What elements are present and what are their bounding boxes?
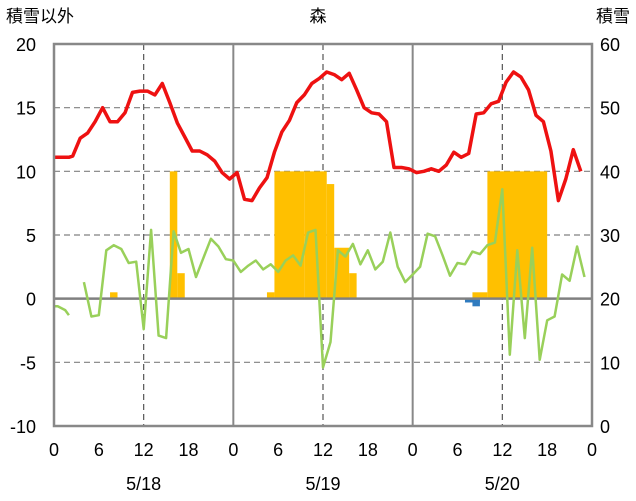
x-tick: 6 bbox=[94, 440, 104, 460]
x-tick: 0 bbox=[49, 440, 59, 460]
date-label: 5/20 bbox=[485, 474, 520, 494]
x-tick: 0 bbox=[408, 440, 418, 460]
series-green-line bbox=[54, 305, 70, 316]
x-tick: 18 bbox=[537, 440, 557, 460]
date-label: 5/19 bbox=[305, 474, 340, 494]
bar-orange bbox=[487, 171, 548, 299]
x-tick: 6 bbox=[273, 440, 283, 460]
right-y-tick: 50 bbox=[600, 99, 620, 119]
x-tick: 0 bbox=[228, 440, 238, 460]
x-tick: 18 bbox=[178, 440, 198, 460]
left-y-tick: 15 bbox=[16, 99, 36, 119]
left-y-tick: 10 bbox=[16, 162, 36, 182]
right-y-tick: 10 bbox=[600, 353, 620, 373]
bar-orange bbox=[110, 292, 118, 299]
left-axis-title: 積雪以外 bbox=[6, 7, 74, 26]
right-y-tick: 0 bbox=[600, 417, 610, 437]
right-y-tick: 40 bbox=[600, 162, 620, 182]
bar-orange bbox=[177, 273, 185, 299]
bar-blue bbox=[472, 298, 480, 307]
x-tick: 12 bbox=[134, 440, 154, 460]
series-red-line bbox=[54, 70, 583, 203]
x-tick: 12 bbox=[313, 440, 333, 460]
date-label: 5/18 bbox=[126, 474, 161, 494]
left-y-tick: 0 bbox=[26, 290, 36, 310]
x-tick: 0 bbox=[587, 440, 597, 460]
right-y-tick: 20 bbox=[600, 290, 620, 310]
x-tick: 6 bbox=[452, 440, 462, 460]
bar-orange bbox=[472, 292, 488, 299]
right-axis-title: 積雪 bbox=[596, 7, 630, 26]
plot-frame bbox=[52, 42, 594, 428]
bar-orange bbox=[266, 292, 275, 299]
chart-title: 森 bbox=[310, 7, 327, 26]
right-y-tick: 60 bbox=[600, 35, 620, 55]
bar-orange bbox=[274, 171, 305, 299]
left-y-tick: 5 bbox=[26, 226, 36, 246]
right-y-tick: 30 bbox=[600, 226, 620, 246]
left-y-tick: 20 bbox=[16, 35, 36, 55]
left-y-tick: -10 bbox=[10, 417, 36, 437]
lines bbox=[54, 70, 586, 369]
left-y-tick: -5 bbox=[20, 353, 36, 373]
x-tick: 12 bbox=[492, 440, 512, 460]
bar-orange bbox=[349, 273, 357, 299]
bar-orange bbox=[326, 184, 335, 299]
series-green-line bbox=[82, 187, 586, 369]
x-tick: 18 bbox=[358, 440, 378, 460]
